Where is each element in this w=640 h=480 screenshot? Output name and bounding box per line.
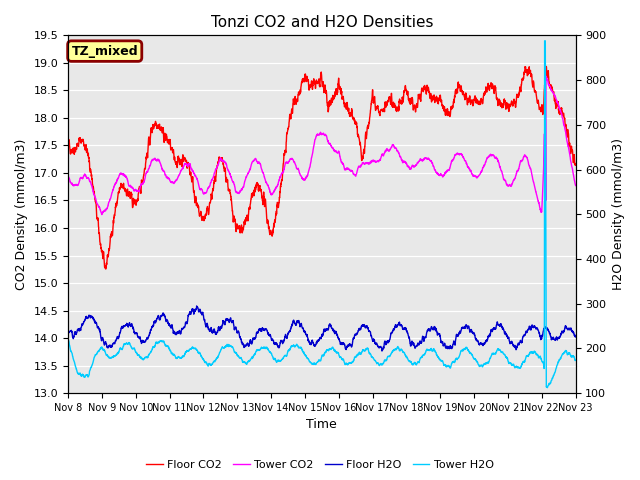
Text: TZ_mixed: TZ_mixed (72, 45, 138, 58)
Floor H2O (122, 322, 130, 328)
Floor CO2 (64, 137, 72, 143)
Tower CO2 (508, 183, 515, 189)
Tower CO2 (572, 182, 579, 188)
Floor H2O (152, 318, 160, 324)
Tower H2O (281, 353, 289, 359)
Tower H2O (152, 340, 160, 346)
Title: Tonzi CO2 and H2O Densities: Tonzi CO2 and H2O Densities (211, 15, 433, 30)
Tower H2O (541, 38, 548, 44)
Tower CO2 (152, 157, 160, 163)
Floor CO2 (572, 162, 579, 168)
Line: Tower CO2: Tower CO2 (68, 52, 575, 215)
Tower H2O (562, 348, 570, 353)
Floor H2O (562, 324, 570, 330)
Tower CO2 (562, 131, 570, 137)
Floor H2O (193, 303, 200, 309)
Floor CO2 (508, 101, 515, 107)
Y-axis label: CO2 Density (mmol/m3): CO2 Density (mmol/m3) (15, 139, 28, 290)
Floor H2O (378, 348, 386, 354)
Tower H2O (507, 361, 515, 367)
Floor H2O (259, 326, 267, 332)
Tower H2O (64, 335, 72, 341)
Floor H2O (64, 329, 72, 335)
Floor CO2 (281, 148, 289, 154)
Floor CO2 (259, 202, 267, 207)
Tower CO2 (259, 169, 267, 175)
Tower CO2 (281, 163, 289, 168)
Tower H2O (122, 341, 130, 347)
Line: Tower H2O: Tower H2O (68, 41, 575, 388)
Floor CO2 (543, 63, 550, 69)
Floor H2O (572, 334, 579, 339)
Tower CO2 (98, 212, 106, 217)
Floor CO2 (102, 266, 109, 272)
Tower CO2 (64, 172, 72, 178)
Y-axis label: H2O Density (mmol/m3): H2O Density (mmol/m3) (612, 138, 625, 290)
X-axis label: Time: Time (307, 419, 337, 432)
Line: Floor H2O: Floor H2O (68, 306, 575, 351)
Tower CO2 (541, 49, 549, 55)
Floor H2O (508, 340, 515, 346)
Floor CO2 (122, 187, 130, 193)
Line: Floor CO2: Floor CO2 (68, 66, 575, 269)
Floor CO2 (562, 121, 570, 127)
Tower H2O (259, 345, 266, 351)
Tower CO2 (122, 173, 130, 179)
Legend: Floor CO2, Tower CO2, Floor H2O, Tower H2O: Floor CO2, Tower CO2, Floor H2O, Tower H… (142, 456, 498, 474)
Floor H2O (281, 334, 289, 340)
Floor CO2 (152, 120, 160, 126)
Tower H2O (543, 385, 551, 391)
Tower H2O (572, 358, 579, 363)
